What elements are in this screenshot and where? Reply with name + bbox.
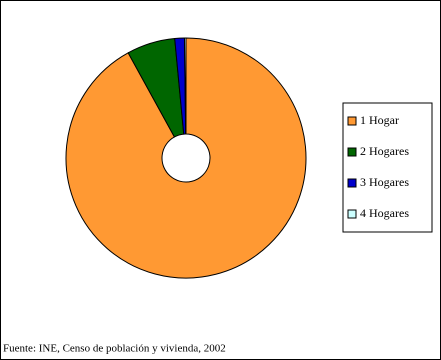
legend-label: 1 Hogar <box>360 113 399 127</box>
legend-label: 2 Hogares <box>360 144 409 158</box>
legend-swatch <box>347 116 357 126</box>
legend-label: 3 Hogares <box>360 175 409 189</box>
legend-label: 4 Hogares <box>360 206 409 220</box>
legend-box <box>342 102 433 233</box>
legend-swatch <box>347 209 357 219</box>
donut-slice <box>183 37 187 135</box>
legend-swatch <box>347 147 357 157</box>
source-note: Fuente: INE, Censo de población y vivien… <box>3 343 226 355</box>
donut-slice <box>65 37 307 279</box>
legend-swatch <box>347 178 357 188</box>
